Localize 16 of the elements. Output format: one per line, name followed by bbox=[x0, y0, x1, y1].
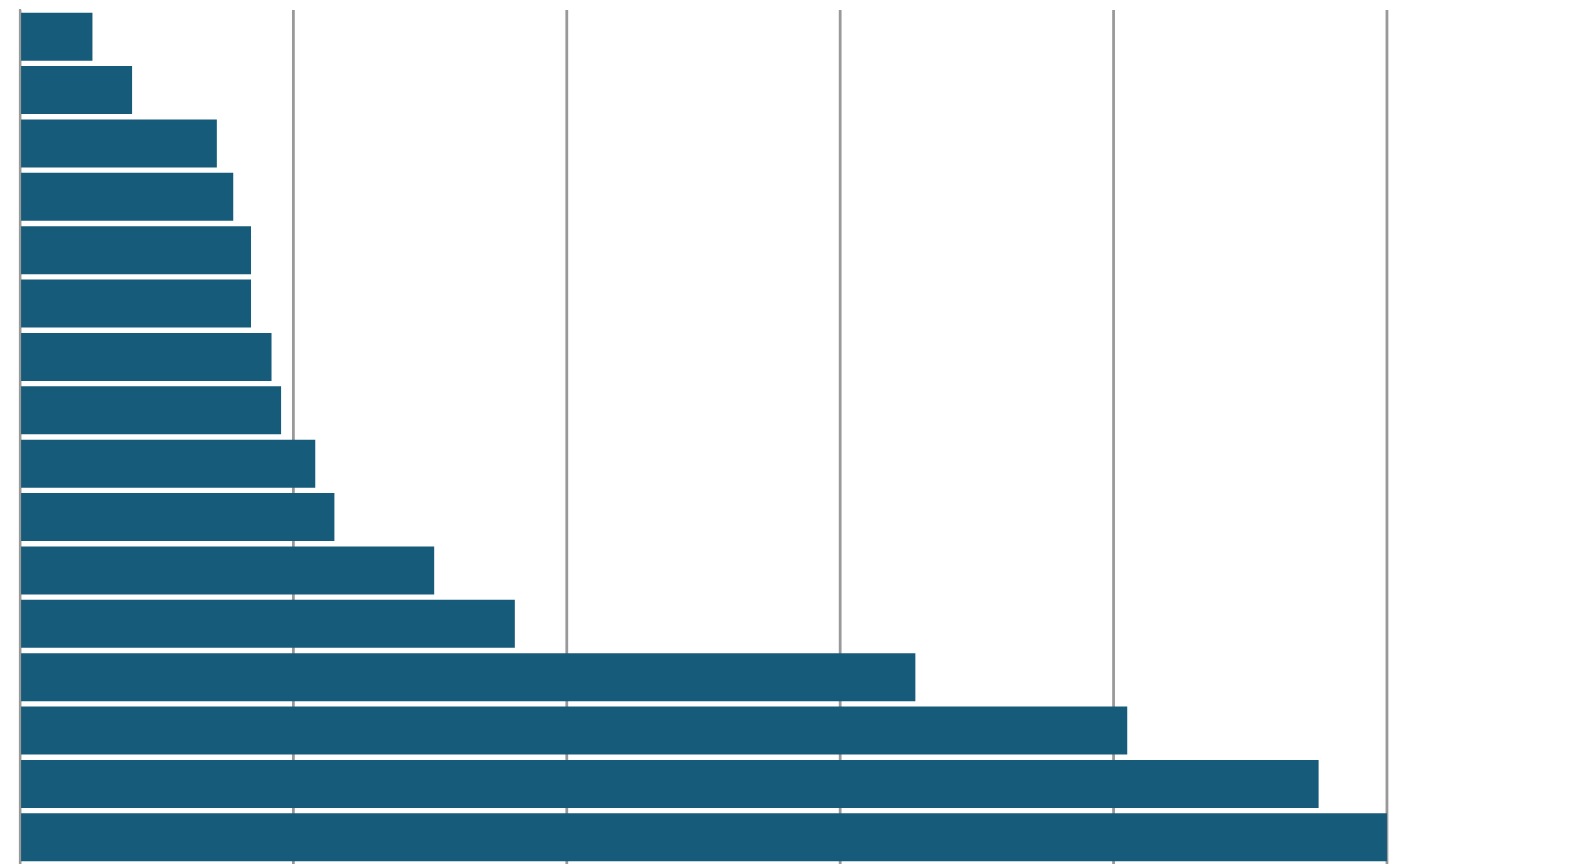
bar bbox=[20, 332, 272, 381]
bar bbox=[20, 599, 515, 648]
bar bbox=[20, 172, 234, 221]
bar bbox=[20, 226, 252, 275]
bar bbox=[20, 813, 1387, 862]
bar bbox=[20, 66, 133, 115]
bar bbox=[20, 493, 335, 542]
bar bbox=[20, 279, 252, 328]
bar bbox=[20, 386, 282, 435]
bar bbox=[20, 546, 435, 595]
bar bbox=[20, 439, 316, 488]
bar bbox=[20, 759, 1319, 808]
bar bbox=[20, 12, 93, 61]
bar bbox=[20, 706, 1128, 755]
bar bbox=[20, 119, 217, 168]
bar bbox=[20, 653, 916, 702]
